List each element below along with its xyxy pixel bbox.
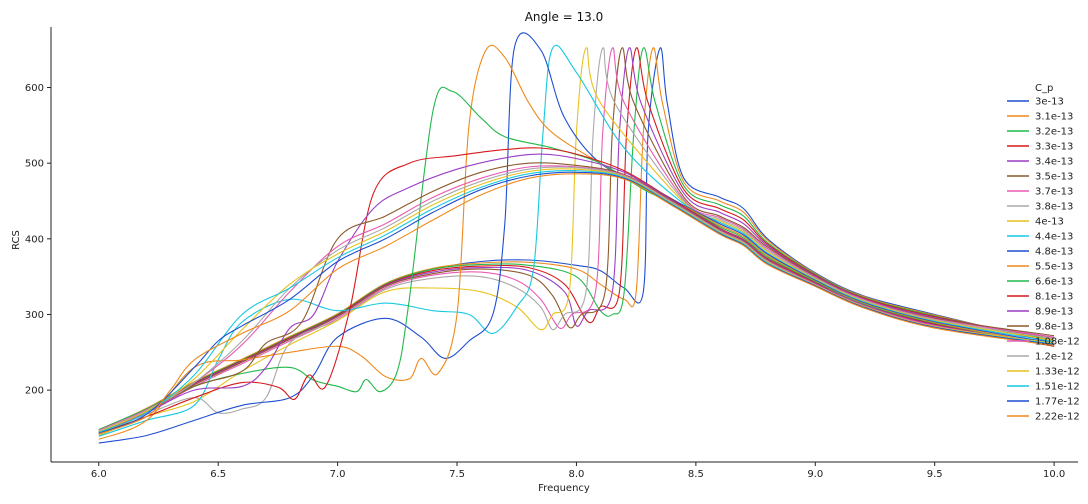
legend-entry-12: 6.6e-13 (1035, 277, 1073, 288)
legend-entry-19: 1.51e-12 (1035, 382, 1080, 393)
series-line-3 (98, 47, 1055, 433)
legend-entry-10: 4.8e-13 (1035, 247, 1073, 258)
y-tick-label: 300 (25, 310, 44, 321)
series-line-5 (98, 47, 1055, 434)
legend-entry-14: 8.9e-13 (1035, 307, 1073, 318)
x-tick-label: 8.0 (568, 469, 584, 480)
series-line-6 (98, 47, 1055, 435)
series-line-14 (98, 153, 1055, 434)
y-tick-label: 500 (25, 159, 44, 170)
legend: C_p 3e-13 3.1e-13 3.2e-13 3.3e-13 3.4e-13 3.5… (1007, 83, 1080, 423)
legend-entry-5: 3.5e-13 (1035, 172, 1073, 183)
y-tick-label: 600 (25, 83, 44, 94)
series-line-20 (98, 171, 1055, 434)
series-line-1 (98, 47, 1055, 431)
series-line-18 (98, 168, 1055, 433)
legend-entry-21: 2.22e-12 (1035, 412, 1080, 423)
legend-entry-6: 3.7e-13 (1035, 187, 1073, 198)
series-line-11 (98, 44, 1055, 440)
y-tick-label: 400 (25, 234, 44, 245)
x-tick-label: 7.5 (449, 469, 465, 480)
legend-entry-8: 4e-13 (1035, 217, 1064, 228)
legend-entry-7: 3.8e-13 (1035, 202, 1073, 213)
series-line-17 (98, 166, 1055, 432)
x-tick-label: 9.0 (807, 469, 823, 480)
x-tick-label: 6.5 (210, 469, 226, 480)
series-layer (98, 32, 1055, 444)
x-tick-label: 9.5 (927, 469, 943, 480)
x-tick-label: 7.0 (330, 469, 346, 480)
series-line-7 (98, 47, 1055, 436)
series-line-13 (98, 147, 1055, 434)
legend-entry-0: 3e-13 (1035, 97, 1064, 108)
series-line-21 (98, 173, 1055, 435)
series-line-16 (98, 165, 1055, 431)
legend-entry-11: 5.5e-13 (1035, 262, 1073, 273)
x-tick-label: 8.5 (688, 469, 704, 480)
legend-entry-20: 1.77e-12 (1035, 397, 1080, 408)
chart-title: Angle = 13.0 (525, 10, 604, 24)
x-axis-label: Frequency (538, 483, 590, 494)
legend-entry-4: 3.4e-13 (1035, 157, 1073, 168)
series-line-15 (98, 162, 1055, 432)
x-tick-label: 10.0 (1043, 469, 1065, 480)
series-line-2 (98, 47, 1055, 432)
legend-entry-3: 3.3e-13 (1035, 142, 1073, 153)
y-tick-label: 200 (25, 386, 44, 397)
legend-entry-13: 8.1e-13 (1035, 292, 1073, 303)
legend-entry-15: 9.8e-13 (1035, 322, 1073, 333)
series-line-4 (98, 47, 1055, 433)
y-axis-label: RCS (11, 230, 22, 250)
legend-entry-9: 4.4e-13 (1035, 232, 1073, 243)
series-line-12 (98, 86, 1055, 431)
series-line-9 (98, 44, 1055, 437)
series-line-8 (98, 47, 1055, 437)
legend-entry-1: 3.1e-13 (1035, 112, 1073, 123)
series-line-10 (98, 32, 1055, 444)
legend-entry-17: 1.2e-12 (1035, 352, 1073, 363)
series-line-0 (98, 47, 1055, 433)
legend-entry-16: 1.08e-12 (1035, 337, 1080, 348)
axes: 6.0 6.5 7.0 7.5 8.0 8.5 9.0 9.5 10.0 200 300 400 500… (25, 27, 1078, 480)
x-tick-label: 6.0 (91, 469, 107, 480)
legend-entry-2: 3.2e-13 (1035, 127, 1073, 138)
legend-title: C_p (1035, 83, 1053, 94)
legend-entry-18: 1.33e-12 (1035, 367, 1080, 378)
